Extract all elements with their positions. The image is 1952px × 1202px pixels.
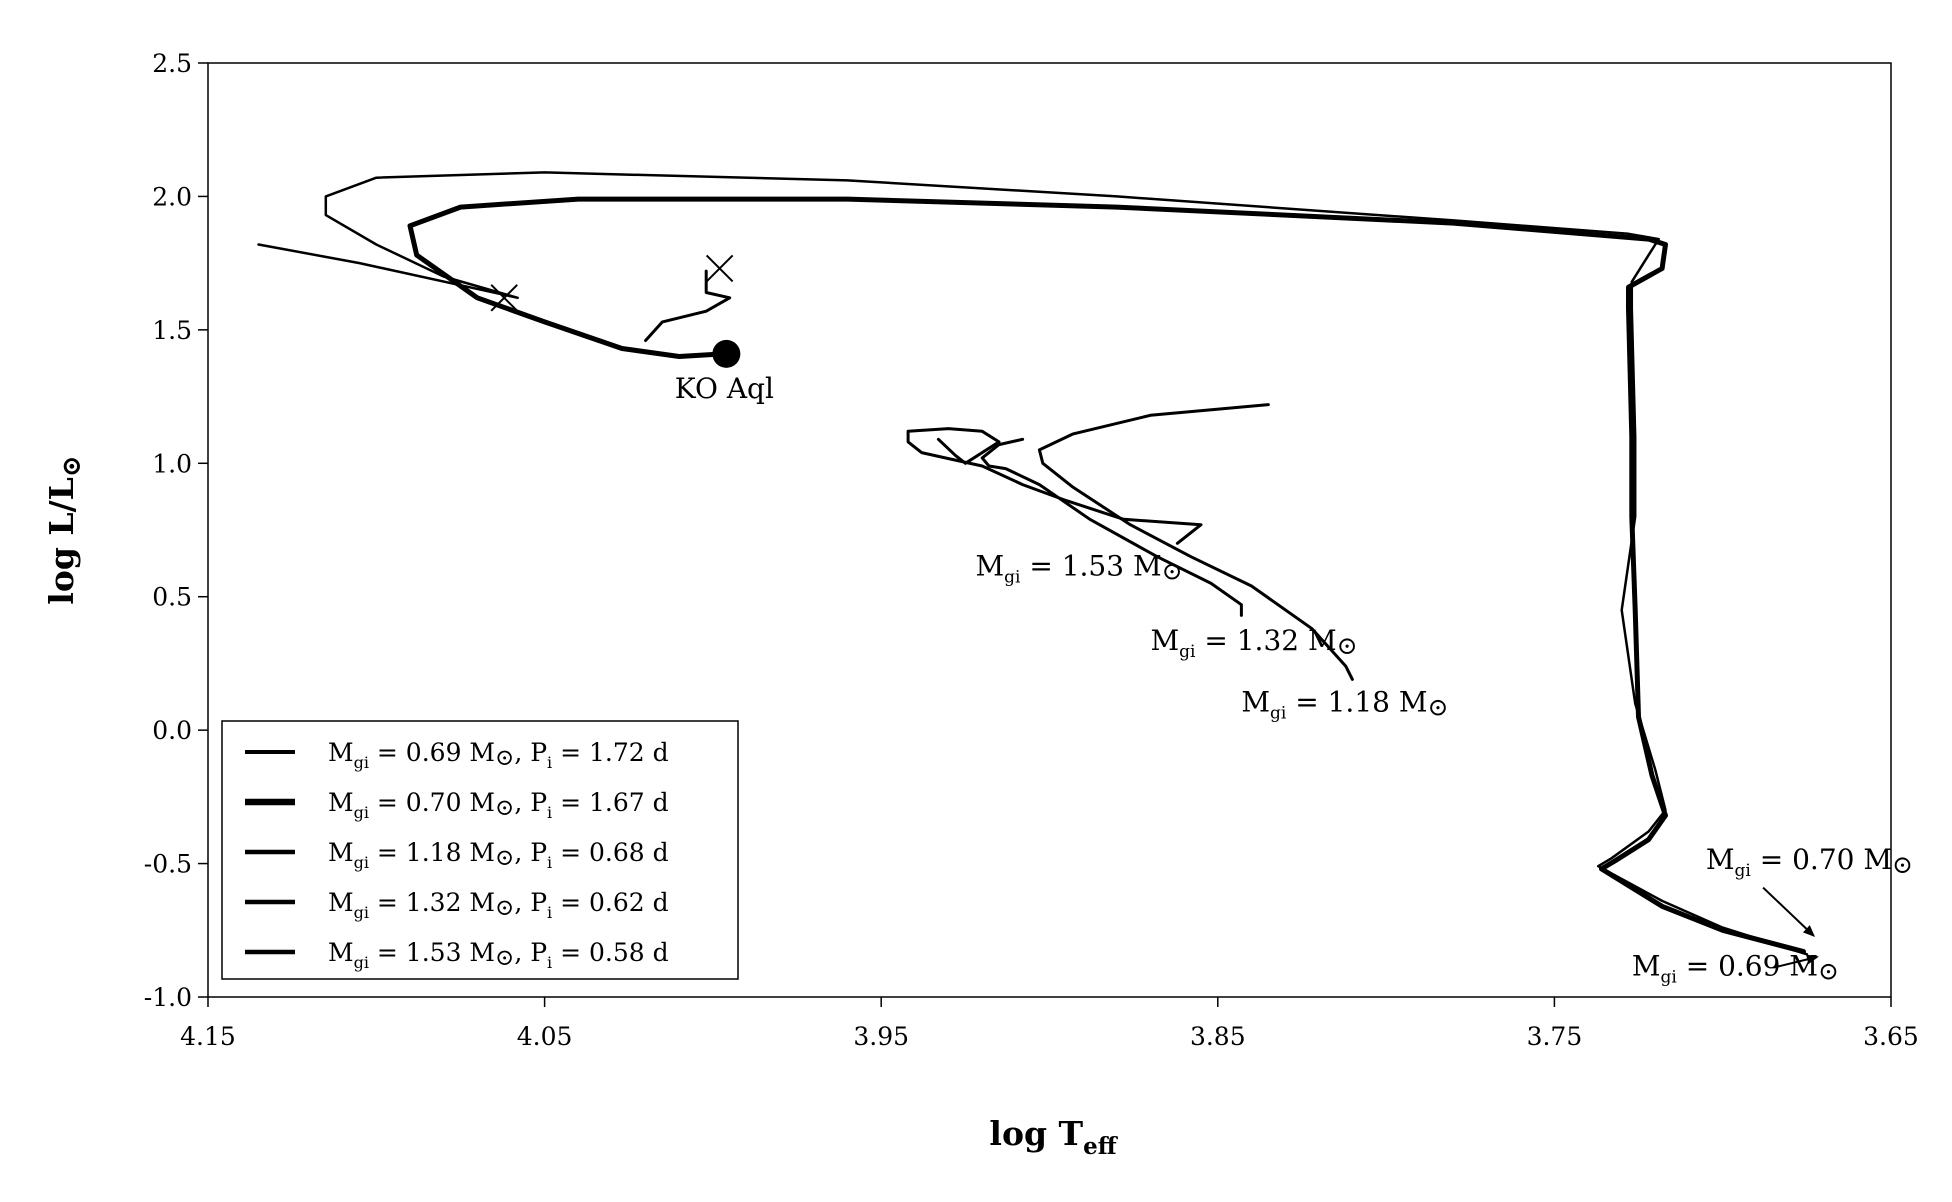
- y-tick-label: 1.0: [152, 449, 192, 478]
- legend-label: Mgi = 1.53 M⊙, Pi = 0.58 d: [328, 938, 669, 972]
- annotations-layer: Mgi = 1.53 M⊙ Mgi = 1.32 M⊙ Mgi = 1.18 M⊙ M…: [975, 549, 1913, 987]
- legend: Mgi = 0.69 M⊙, Pi = 1.72 d Mgi = 0.70 M⊙,…: [221, 720, 739, 980]
- legend-label: Mgi = 0.70 M⊙, Pi = 1.67 d: [328, 788, 669, 822]
- plot-frame: [207, 62, 1892, 998]
- series-line-6: [644, 269, 732, 342]
- ticks-layer: 4.15 4.05 3.95 3.85 3.75 3.65 2.5 2.0 1.5 1.0 0.5 0…: [144, 49, 1919, 1051]
- ko-aql-label: KO Aql: [675, 372, 774, 405]
- x-tick-label: 3.85: [1190, 1022, 1246, 1051]
- mass-annotation: Mgi = 1.32 M⊙: [1150, 624, 1357, 662]
- series-layer: [257, 171, 1809, 956]
- mass-annotation: Mgi = 1.18 M⊙: [1241, 685, 1448, 723]
- x-tick-label: 3.75: [1527, 1022, 1583, 1051]
- y-axis-title-main: log L/L: [42, 477, 81, 605]
- y-tick-label: -1.0: [144, 983, 192, 1012]
- annotation-arrow: [1762, 886, 1816, 938]
- legend-label: Mgi = 1.18 M⊙, Pi = 0.68 d: [328, 838, 669, 872]
- y-tick-label: -0.5: [144, 850, 192, 879]
- markers-layer: KO Aql: [490, 254, 774, 405]
- series-line-5: [906, 427, 1203, 545]
- y-tick-label: 0.0: [152, 716, 192, 745]
- x-axis-title: log Teff: [989, 1114, 1118, 1160]
- x-tick-label: 3.65: [1863, 1022, 1919, 1051]
- mass-annotation: Mgi = 0.69 M⊙: [1632, 950, 1839, 988]
- cross-marker: [490, 284, 518, 312]
- x-tick-label: 4.05: [517, 1022, 573, 1051]
- legend-box: [221, 720, 739, 980]
- series-line-4: [980, 437, 1243, 617]
- series-line-2: [407, 196, 1806, 955]
- x-axis-title-sub: eff: [1083, 1133, 1119, 1160]
- y-axis-title-sun: ⊙: [57, 455, 87, 477]
- y-tick-label: 2.0: [152, 182, 192, 211]
- legend-label: Mgi = 0.69 M⊙, Pi = 1.72 d: [328, 738, 669, 772]
- x-tick-label: 3.95: [853, 1022, 909, 1051]
- x-tick-label: 4.15: [180, 1022, 236, 1051]
- series-line-1: [257, 171, 1809, 956]
- x-axis-title-main: log T: [989, 1114, 1083, 1153]
- legend-label: Mgi = 1.32 M⊙, Pi = 0.62 d: [328, 888, 669, 922]
- y-tick-label: 0.5: [152, 583, 192, 612]
- mass-annotation: Mgi = 0.70 M⊙: [1706, 843, 1913, 881]
- series-line-3: [1037, 403, 1354, 681]
- mass-annotation: Mgi = 1.53 M⊙: [975, 549, 1182, 587]
- ko-aql-marker: [712, 339, 741, 368]
- cross-marker: [705, 254, 734, 283]
- y-axis-title: log L/L⊙: [42, 455, 87, 604]
- annotation-arrow: [1772, 954, 1819, 969]
- y-tick-label: 2.5: [152, 49, 192, 78]
- y-tick-label: 1.5: [152, 316, 192, 345]
